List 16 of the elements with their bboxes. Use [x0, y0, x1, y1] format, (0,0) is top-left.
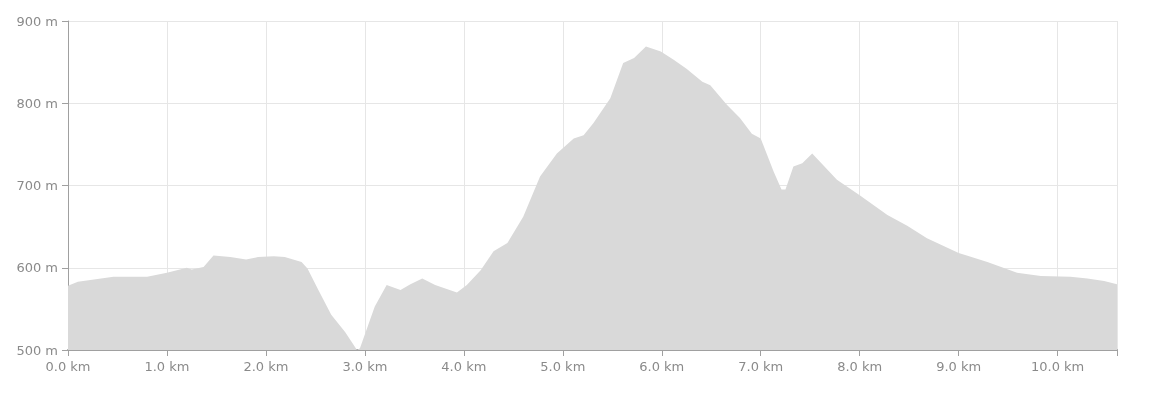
x-tick-label: 4.0 km: [441, 359, 487, 374]
x-tick-label: 3.0 km: [342, 359, 388, 374]
x-tick-label: 10.0 km: [1030, 359, 1085, 374]
x-tick-label: 1.0 km: [144, 359, 190, 374]
x-tick-label: 8.0 km: [837, 359, 883, 374]
x-tick-label: 9.0 km: [936, 359, 982, 374]
x-tick-label: 0.0 km: [45, 359, 91, 374]
x-tick-label: 5.0 km: [540, 359, 586, 374]
y-tick-label: 700 m: [16, 178, 58, 193]
y-tick-label: 800 m: [16, 95, 58, 111]
x-tick-label: 6.0 km: [639, 359, 685, 374]
y-tick-label: 500 m: [16, 342, 58, 358]
y-tick-label: 900 m: [16, 13, 58, 29]
x-tick-label: 7.0 km: [738, 359, 784, 374]
x-tick-label: 2.0 km: [243, 359, 289, 374]
y-tick-label: 600 m: [16, 260, 58, 276]
